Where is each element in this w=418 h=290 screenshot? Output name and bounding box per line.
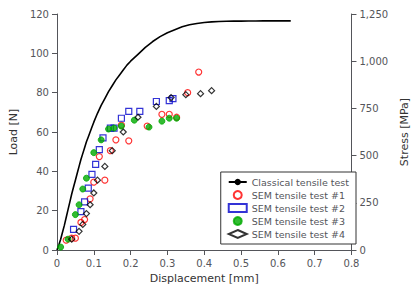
svg-text:1,000: 1,000 (359, 56, 388, 67)
svg-text:0: 0 (359, 245, 365, 256)
svg-text:1,250: 1,250 (359, 9, 388, 20)
svg-text:0.7: 0.7 (307, 258, 323, 269)
svg-text:750: 750 (359, 103, 378, 114)
svg-text:Classical tensile test: Classical tensile test (252, 177, 350, 188)
svg-text:120: 120 (30, 9, 49, 20)
svg-text:0: 0 (54, 258, 60, 269)
svg-text:500: 500 (359, 150, 378, 161)
svg-text:60: 60 (36, 127, 49, 138)
svg-text:Stress [MPa]: Stress [MPa] (398, 98, 411, 166)
svg-text:0: 0 (43, 245, 49, 256)
svg-text:Load [N]: Load [N] (7, 109, 20, 156)
svg-text:0.3: 0.3 (159, 258, 175, 269)
svg-text:SEM tensile test #2: SEM tensile test #2 (252, 203, 345, 214)
svg-text:80: 80 (36, 87, 49, 98)
svg-text:0.1: 0.1 (86, 258, 102, 269)
svg-text:SEM tensile test #3: SEM tensile test #3 (252, 216, 345, 227)
svg-text:100: 100 (30, 48, 49, 59)
svg-text:250: 250 (359, 197, 378, 208)
svg-text:SEM tensile test #4: SEM tensile test #4 (252, 229, 345, 240)
svg-text:0.2: 0.2 (123, 258, 139, 269)
svg-text:0.8: 0.8 (344, 258, 360, 269)
svg-text:0.5: 0.5 (233, 258, 249, 269)
svg-text:20: 20 (36, 205, 49, 216)
svg-text:0.4: 0.4 (196, 258, 212, 269)
svg-text:Displacement [mm]: Displacement [mm] (150, 272, 259, 285)
svg-text:SEM tensile test #1: SEM tensile test #1 (252, 190, 345, 201)
svg-text:0.6: 0.6 (270, 258, 286, 269)
svg-text:40: 40 (36, 166, 49, 177)
